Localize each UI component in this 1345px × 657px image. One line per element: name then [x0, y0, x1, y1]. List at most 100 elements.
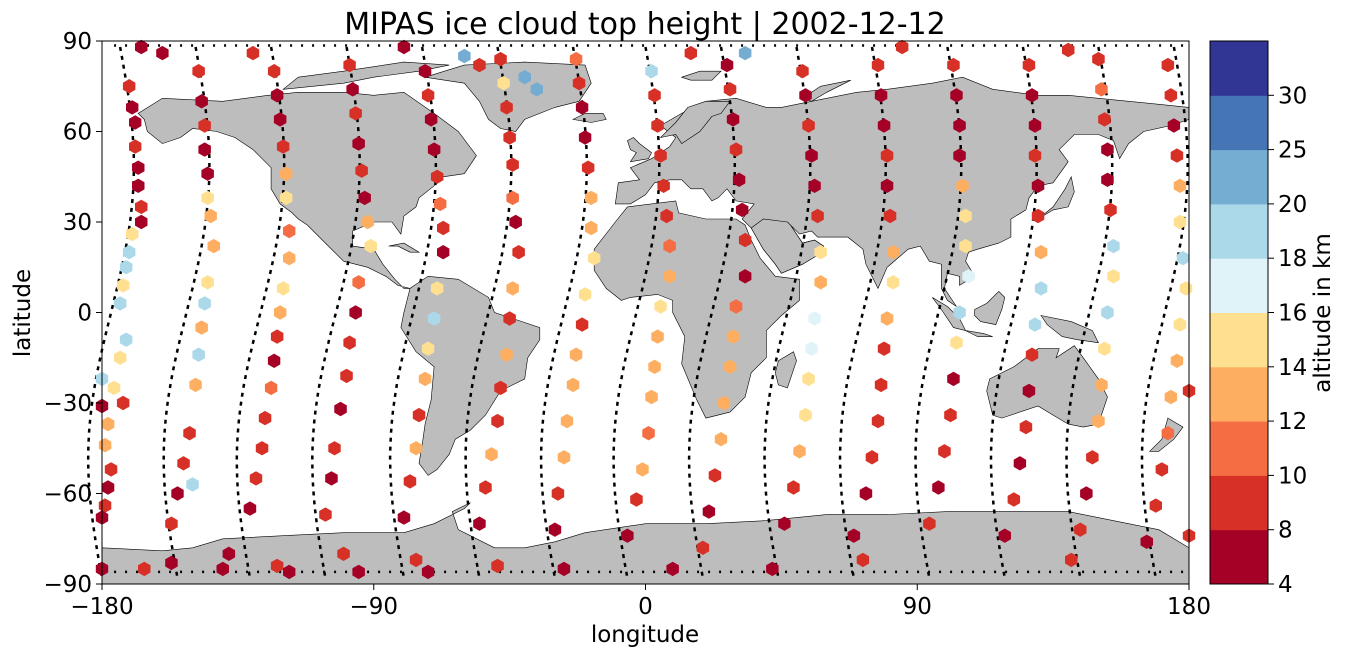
cloud-top-marker: [1161, 426, 1175, 441]
cloud-top-marker: [500, 347, 513, 362]
cloud-top-marker: [796, 64, 809, 79]
cloud-top-marker: [560, 413, 574, 429]
cloud-top-marker: [491, 413, 504, 429]
cloud-top-marker: [283, 223, 296, 239]
cloud-top-marker: [1173, 178, 1187, 193]
cloud-top-marker: [412, 407, 426, 423]
cloud-top-marker: [361, 214, 374, 230]
cloud-top-marker: [1170, 148, 1184, 163]
cloud-top-marker: [1164, 88, 1178, 103]
cloud-top-marker: [569, 347, 583, 362]
cloud-top-marker: [645, 389, 658, 405]
cloud-top-marker: [337, 546, 350, 561]
cloud-top-marker: [877, 341, 891, 356]
cloud-top-marker: [267, 64, 281, 79]
cloud-top-marker: [506, 190, 519, 206]
cloud-top-marker: [503, 311, 516, 326]
cloud-top-marker: [714, 432, 728, 447]
cloud-top-marker: [1167, 118, 1181, 133]
cloud-top-marker: [283, 564, 296, 580]
cloud-top-marker: [1101, 305, 1114, 320]
cloud-top-marker: [778, 516, 791, 531]
cloud-top-marker: [1179, 281, 1193, 296]
land-new-guinea: [1040, 315, 1099, 344]
y-tick-label: −90: [43, 572, 92, 598]
cloud-top-marker: [201, 166, 214, 181]
land-greenland: [425, 61, 592, 132]
cloud-top-marker: [802, 371, 815, 387]
cloud-top-marker: [1095, 377, 1108, 393]
y-tick-label: −60: [43, 482, 92, 508]
cloud-top-marker: [491, 558, 504, 574]
cloud-top-marker: [201, 190, 214, 206]
land-java: [965, 330, 993, 337]
cloud-top-marker: [427, 311, 441, 326]
cloud-top-marker: [923, 516, 936, 531]
cloud-top-marker: [630, 492, 643, 507]
y-axis-label: latitude: [10, 269, 36, 357]
cloud-top-marker: [421, 88, 435, 103]
cloud-top-marker: [799, 88, 812, 103]
cloud-top-marker: [732, 172, 746, 187]
cloud-top-marker: [654, 299, 667, 314]
colorbar-tick-label: 20: [1278, 192, 1307, 218]
cloud-top-marker: [566, 377, 580, 393]
land-antarctica: [101, 502, 1190, 585]
cloud-top-marker: [119, 260, 133, 275]
cloud-top-marker: [201, 275, 214, 290]
land-scandinavia: [659, 101, 731, 145]
cloud-top-marker: [1025, 347, 1039, 362]
cloud-top-marker: [267, 353, 281, 368]
cloud-top-marker: [192, 347, 205, 362]
cloud-top-marker: [735, 202, 749, 218]
cloud-top-marker: [503, 130, 516, 145]
land-africa: [593, 200, 800, 419]
cloud-top-marker: [204, 208, 217, 224]
cloud-top-marker: [101, 416, 115, 432]
cloud-top-marker: [418, 371, 432, 387]
cloud-top-marker: [352, 564, 365, 580]
cloud-top-marker: [500, 100, 513, 115]
cloud-top-marker: [135, 199, 148, 215]
cloud-top-marker: [165, 516, 178, 531]
cloud-top-marker: [717, 395, 731, 411]
cloud-top-marker: [473, 516, 486, 531]
cloud-top-marker: [548, 522, 562, 537]
land-borneo: [974, 290, 1006, 325]
cloud-top-marker: [276, 281, 290, 296]
cloud-top-marker: [932, 480, 945, 495]
cloud-top-marker: [222, 546, 236, 561]
cloud-top-marker: [276, 139, 290, 154]
cloud-top-marker: [886, 275, 900, 290]
cloud-top-marker: [1101, 172, 1114, 187]
cloud-top-marker: [518, 70, 531, 85]
cloud-top-marker: [1176, 251, 1190, 266]
colorbar-tick-label: 4: [1278, 572, 1293, 598]
colorbar-segment: [1210, 149, 1268, 205]
cloud-top-marker: [530, 82, 543, 97]
cloud-top-marker: [165, 555, 178, 571]
cloud-top-marker: [1013, 456, 1027, 471]
cloud-top-marker: [865, 450, 879, 465]
cloud-top-marker: [1028, 317, 1042, 332]
cloud-top-marker: [101, 480, 115, 495]
colorbar: 4 8 10 12 14 16 18 20 25 30: [1209, 40, 1307, 598]
cloud-top-marker: [959, 238, 972, 254]
colorbar-tick-label: 25: [1278, 138, 1307, 164]
cloud-top-marker: [1164, 389, 1178, 405]
y-tick-label: −30: [43, 391, 92, 417]
cloud-top-marker: [1161, 57, 1175, 73]
cloud-top-marker: [551, 486, 565, 501]
cloud-top-marker: [962, 269, 975, 284]
x-tick-label: 0: [638, 594, 653, 620]
colorbar-segment: [1210, 366, 1268, 422]
colorbar-segment: [1210, 95, 1268, 151]
cloud-top-marker: [738, 232, 752, 248]
land-north-america: [137, 91, 477, 289]
cloud-top-marker: [273, 112, 287, 127]
cloud-top-marker: [1025, 88, 1039, 103]
cloud-top-marker: [578, 130, 592, 145]
cloud-top-marker: [874, 88, 888, 103]
cloud-top-marker: [1170, 353, 1184, 368]
